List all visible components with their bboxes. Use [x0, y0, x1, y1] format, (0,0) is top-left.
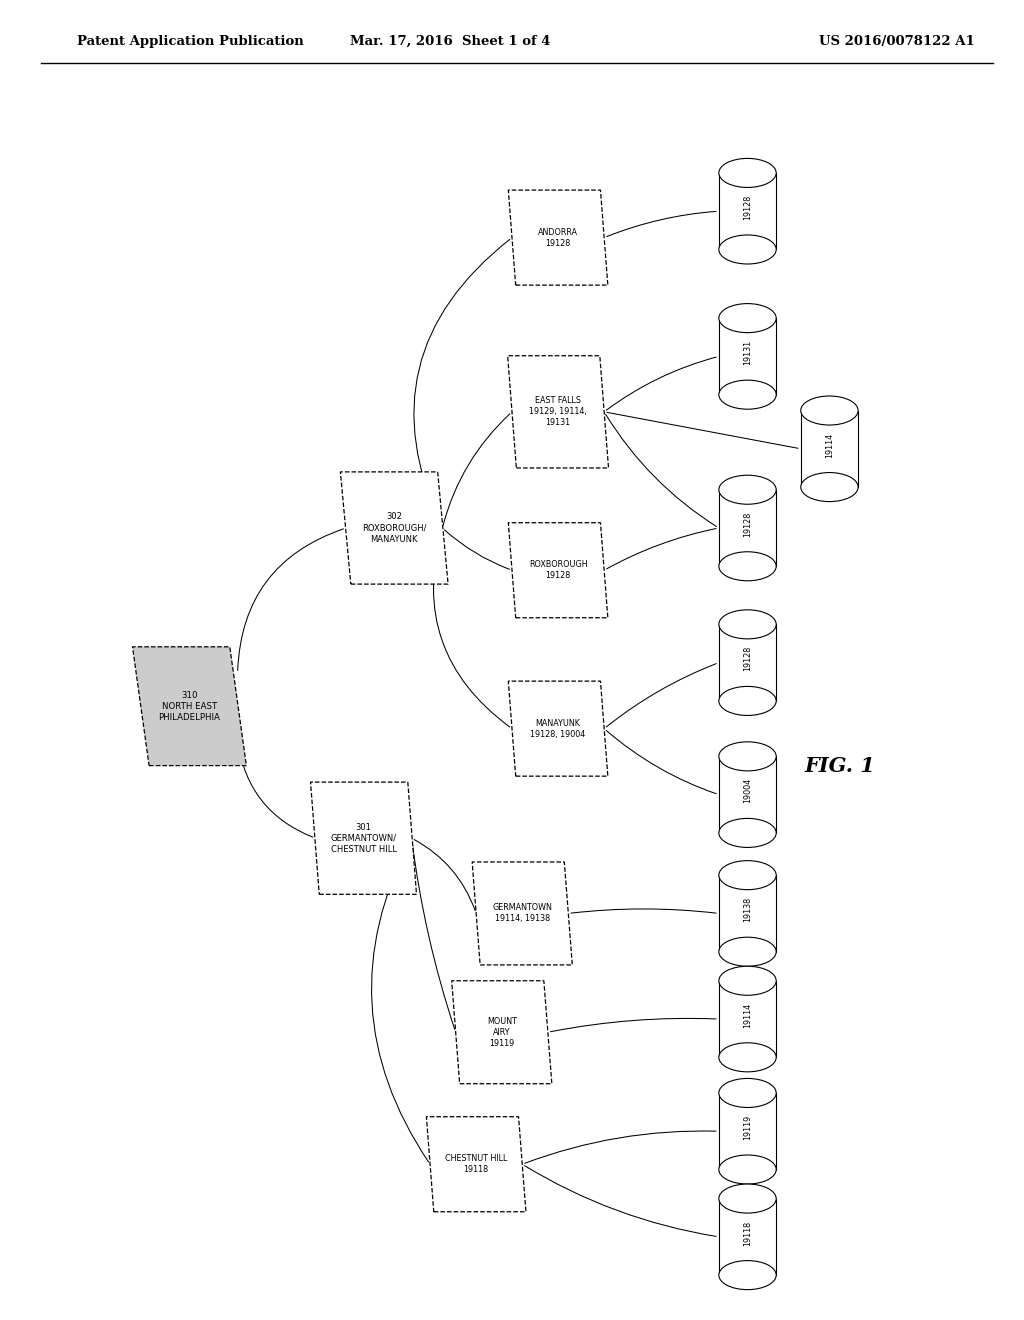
Bar — [719, 490, 776, 566]
Text: 19131: 19131 — [743, 341, 752, 366]
FancyArrowPatch shape — [414, 239, 510, 525]
Ellipse shape — [719, 552, 776, 581]
Bar — [719, 318, 776, 395]
Ellipse shape — [719, 475, 776, 504]
Text: MANAYUNK
19128, 19004: MANAYUNK 19128, 19004 — [530, 718, 586, 739]
Ellipse shape — [719, 742, 776, 771]
Text: 302
ROXBOROUGH/
MANAYUNK: 302 ROXBOROUGH/ MANAYUNK — [362, 512, 426, 544]
Polygon shape — [508, 356, 608, 469]
FancyArrowPatch shape — [525, 1131, 716, 1163]
Text: US 2016/0078122 A1: US 2016/0078122 A1 — [819, 34, 975, 48]
Ellipse shape — [719, 1155, 776, 1184]
Text: 19119: 19119 — [743, 1115, 752, 1140]
FancyArrowPatch shape — [606, 528, 716, 569]
Text: EAST FALLS
19129, 19114,
19131: EAST FALLS 19129, 19114, 19131 — [529, 396, 587, 428]
Polygon shape — [508, 523, 608, 618]
Ellipse shape — [719, 1261, 776, 1290]
FancyArrowPatch shape — [607, 211, 716, 236]
Ellipse shape — [719, 818, 776, 847]
FancyArrowPatch shape — [414, 840, 475, 911]
Text: Patent Application Publication: Patent Application Publication — [77, 34, 303, 48]
Text: 19138: 19138 — [743, 898, 752, 923]
FancyArrowPatch shape — [433, 531, 510, 727]
FancyArrowPatch shape — [605, 414, 717, 527]
FancyArrowPatch shape — [238, 742, 312, 837]
Ellipse shape — [719, 610, 776, 639]
Polygon shape — [452, 981, 552, 1084]
Polygon shape — [310, 781, 417, 895]
FancyArrowPatch shape — [571, 909, 716, 913]
Text: ANDORRA
19128: ANDORRA 19128 — [538, 227, 579, 248]
Text: 301
GERMANTOWN/
CHESTNUT HILL: 301 GERMANTOWN/ CHESTNUT HILL — [331, 822, 396, 854]
Bar — [719, 173, 776, 249]
Text: CHESTNUT HILL
19118: CHESTNUT HILL 19118 — [445, 1154, 507, 1175]
Bar — [719, 756, 776, 833]
Ellipse shape — [719, 158, 776, 187]
Ellipse shape — [719, 966, 776, 995]
Ellipse shape — [719, 235, 776, 264]
FancyArrowPatch shape — [444, 529, 509, 569]
Text: Mar. 17, 2016  Sheet 1 of 4: Mar. 17, 2016 Sheet 1 of 4 — [350, 34, 551, 48]
Ellipse shape — [801, 396, 858, 425]
FancyArrowPatch shape — [607, 412, 798, 449]
Polygon shape — [426, 1117, 526, 1212]
Polygon shape — [472, 862, 572, 965]
Polygon shape — [340, 473, 449, 583]
Text: ROXBOROUGH
19128: ROXBOROUGH 19128 — [528, 560, 588, 581]
Bar — [719, 875, 776, 952]
Ellipse shape — [801, 473, 858, 502]
Ellipse shape — [719, 380, 776, 409]
Ellipse shape — [719, 686, 776, 715]
Text: 19114: 19114 — [743, 1003, 752, 1028]
Ellipse shape — [719, 861, 776, 890]
Bar — [719, 1093, 776, 1170]
Text: FIG. 1: FIG. 1 — [804, 755, 876, 776]
Bar — [719, 981, 776, 1057]
FancyArrowPatch shape — [524, 1166, 716, 1237]
Bar — [719, 1199, 776, 1275]
Text: MOUNT
AIRY
19119: MOUNT AIRY 19119 — [486, 1016, 517, 1048]
Text: GERMANTOWN
19114, 19138: GERMANTOWN 19114, 19138 — [493, 903, 552, 924]
Text: 19128: 19128 — [743, 195, 752, 220]
FancyArrowPatch shape — [412, 841, 455, 1030]
Text: 19118: 19118 — [743, 1221, 752, 1246]
Polygon shape — [508, 681, 608, 776]
Ellipse shape — [719, 1078, 776, 1107]
FancyArrowPatch shape — [443, 413, 510, 525]
Text: 310
NORTH EAST
PHILADELPHIA: 310 NORTH EAST PHILADELPHIA — [159, 690, 220, 722]
Polygon shape — [508, 190, 608, 285]
FancyArrowPatch shape — [606, 664, 716, 727]
FancyArrowPatch shape — [606, 358, 716, 411]
Text: 19114: 19114 — [825, 433, 834, 458]
Ellipse shape — [719, 1043, 776, 1072]
Polygon shape — [132, 647, 247, 766]
FancyArrowPatch shape — [238, 529, 343, 671]
Text: 19128: 19128 — [743, 647, 752, 672]
FancyArrowPatch shape — [606, 730, 716, 793]
Ellipse shape — [719, 937, 776, 966]
Text: 19004: 19004 — [743, 779, 752, 804]
Bar — [801, 411, 858, 487]
Ellipse shape — [719, 304, 776, 333]
Ellipse shape — [719, 1184, 776, 1213]
FancyArrowPatch shape — [372, 841, 428, 1162]
FancyArrowPatch shape — [551, 1019, 716, 1032]
Text: 19128: 19128 — [743, 512, 752, 537]
Bar — [719, 624, 776, 701]
